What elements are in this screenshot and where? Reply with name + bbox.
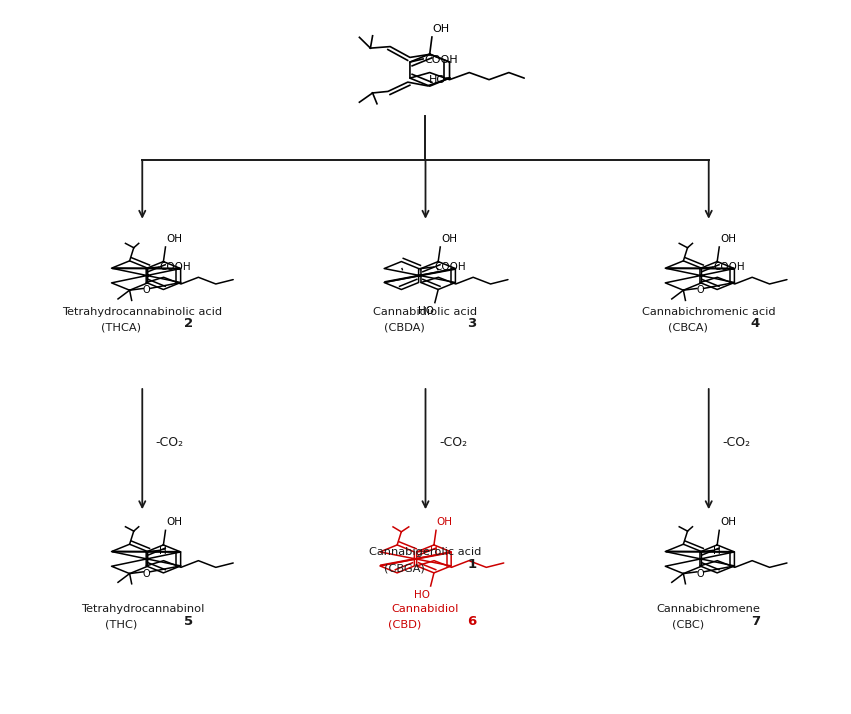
Text: COOH: COOH — [434, 262, 465, 272]
Text: Cannabichromene: Cannabichromene — [657, 604, 761, 614]
Text: H: H — [713, 545, 721, 555]
Text: 1: 1 — [467, 558, 477, 571]
Text: 6: 6 — [467, 615, 477, 628]
Text: Cannabigerolic acid: Cannabigerolic acid — [369, 548, 482, 558]
Text: HO: HO — [414, 590, 430, 600]
Text: OH: OH — [166, 518, 182, 528]
Text: (CBC): (CBC) — [671, 620, 704, 630]
Text: (CBD): (CBD) — [388, 620, 421, 630]
Text: O: O — [696, 285, 704, 295]
Text: -CO₂: -CO₂ — [722, 436, 751, 448]
Text: (CBCA): (CBCA) — [668, 322, 707, 332]
Text: 5: 5 — [184, 615, 193, 628]
Text: (CBDA): (CBDA) — [384, 322, 425, 332]
Text: COOH: COOH — [424, 54, 458, 64]
Text: H: H — [430, 545, 437, 555]
Text: OH: OH — [433, 24, 450, 34]
Text: 2: 2 — [184, 317, 193, 330]
Text: Cannabidiolic acid: Cannabidiolic acid — [374, 306, 477, 316]
Text: 3: 3 — [467, 317, 477, 330]
Text: H: H — [159, 545, 167, 555]
Text: OH: OH — [720, 234, 736, 244]
Text: OH: OH — [437, 518, 453, 528]
Text: -CO₂: -CO₂ — [439, 436, 467, 448]
Text: (THCA): (THCA) — [101, 322, 141, 332]
Text: O: O — [143, 568, 151, 578]
Text: -CO₂: -CO₂ — [156, 436, 184, 448]
Text: COOH: COOH — [713, 262, 745, 272]
Text: Cannabidiol: Cannabidiol — [391, 604, 460, 614]
Text: O: O — [696, 568, 704, 578]
Text: OH: OH — [441, 234, 457, 244]
Text: (THC): (THC) — [105, 620, 137, 630]
Text: OH: OH — [166, 234, 182, 244]
Text: Tetrahydrocannabinol: Tetrahydrocannabinol — [81, 604, 204, 614]
Text: Tetrahydrocannabinolic acid: Tetrahydrocannabinolic acid — [62, 306, 222, 316]
Text: (CBGA): (CBGA) — [384, 563, 425, 573]
Text: OH: OH — [720, 518, 736, 528]
Text: HO: HO — [418, 306, 434, 316]
Text: COOH: COOH — [159, 262, 191, 272]
Text: Cannabichromenic acid: Cannabichromenic acid — [642, 306, 775, 316]
Text: O: O — [143, 285, 151, 295]
Text: 7: 7 — [751, 615, 760, 628]
Text: 4: 4 — [751, 317, 760, 330]
Text: HO: HO — [429, 75, 446, 85]
